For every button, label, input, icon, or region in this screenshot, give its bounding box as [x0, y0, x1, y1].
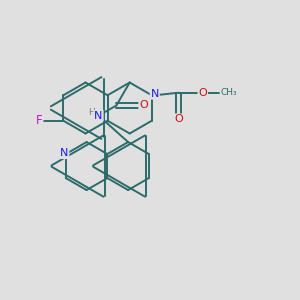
Text: H: H — [88, 108, 95, 116]
Text: N: N — [60, 148, 68, 158]
Text: O: O — [198, 88, 207, 98]
Text: CH₃: CH₃ — [221, 88, 238, 97]
Text: F: F — [36, 114, 42, 127]
Text: N: N — [151, 89, 159, 99]
Text: O: O — [139, 100, 148, 110]
Text: O: O — [174, 114, 183, 124]
Text: N: N — [94, 111, 103, 121]
